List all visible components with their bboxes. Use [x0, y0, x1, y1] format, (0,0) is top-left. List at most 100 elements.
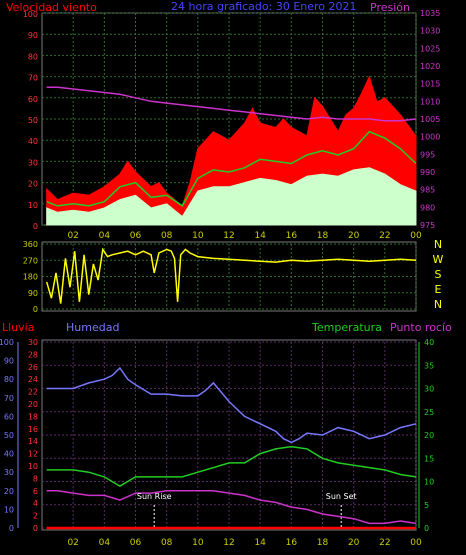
- tick-humidity-left: 20: [4, 487, 14, 496]
- tick-x-wind: 16: [286, 231, 298, 241]
- tick-rain-left: 10: [28, 462, 38, 471]
- tick-direction-left: 270: [23, 256, 38, 265]
- label-rain: Lluvia: [2, 321, 34, 334]
- tick-x-humidity: 10: [192, 538, 204, 548]
- tick-rain-left: 14: [28, 437, 38, 446]
- tick-pressure-right: 985: [420, 186, 435, 195]
- tick-wind-left: 20: [28, 180, 38, 189]
- sun-marker-label: Sun Set: [326, 492, 357, 501]
- tick-humidity-left: 10: [4, 505, 14, 514]
- tick-pressure-right: 1030: [420, 27, 440, 36]
- title-pressure: Presión: [370, 1, 410, 14]
- series-pressure: [46, 86, 417, 122]
- tick-rain-left: 0: [33, 524, 38, 533]
- tick-rain-left: 2: [33, 512, 38, 521]
- tick-rain-left: 8: [33, 474, 38, 483]
- compass-label: S: [435, 268, 442, 281]
- tick-x-wind: 14: [254, 231, 266, 241]
- tick-x-wind: 06: [130, 231, 142, 241]
- tick-x-humidity: 02: [67, 538, 78, 548]
- series-temperature: [46, 445, 417, 487]
- tick-x-humidity: 08: [161, 538, 173, 548]
- tick-wind-left: 60: [28, 95, 38, 104]
- tick-humidity-left: 90: [4, 357, 14, 366]
- tick-temp-right: 10: [424, 478, 434, 487]
- tick-wind-left: 30: [28, 158, 38, 167]
- title-wind-speed: Velocidad viento: [6, 1, 97, 14]
- tick-wind-left: 100: [23, 10, 38, 19]
- tick-pressure-right: 990: [420, 168, 435, 177]
- tick-rain-left: 16: [28, 425, 38, 434]
- tick-humidity-left: 40: [4, 450, 14, 459]
- tick-pressure-right: 1020: [420, 62, 440, 71]
- tick-direction-left: 360: [23, 240, 38, 249]
- tick-x-humidity: 00: [410, 538, 422, 548]
- tick-x-humidity: 20: [348, 538, 360, 548]
- series-wind-direction: [45, 247, 417, 304]
- tick-pressure-right: 995: [420, 150, 435, 159]
- tick-rain-left: 20: [28, 400, 38, 409]
- tick-direction-left: 0: [33, 305, 38, 314]
- tick-rain-left: 24: [28, 375, 38, 384]
- tick-humidity-left: 60: [4, 412, 14, 421]
- tick-pressure-right: 975: [420, 221, 435, 230]
- tick-rain-left: 30: [28, 338, 38, 347]
- tick-temp-right: 35: [424, 361, 434, 370]
- tick-temp-right: 20: [424, 431, 434, 440]
- tick-humidity-left: 80: [4, 375, 14, 384]
- tick-wind-left: 70: [28, 74, 38, 83]
- tick-temp-right: 5: [424, 501, 429, 510]
- tick-x-wind: 08: [161, 231, 173, 241]
- series-layer: [45, 75, 417, 530]
- tick-temp-right: 15: [424, 454, 434, 463]
- tick-x-wind: 04: [99, 231, 111, 241]
- tick-x-humidity: 12: [223, 538, 234, 548]
- tick-wind-left: 10: [28, 201, 38, 210]
- tick-x-humidity: 04: [99, 538, 111, 548]
- tick-rain-left: 6: [33, 487, 38, 496]
- tick-x-wind: 22: [379, 231, 390, 241]
- tick-pressure-right: 980: [420, 203, 435, 212]
- tick-wind-left: 80: [28, 52, 38, 61]
- tick-temp-right: 0: [424, 524, 429, 533]
- label-layer: 0102030405060708090100975980985990995100…: [0, 9, 444, 548]
- label-humidity: Humedad: [66, 321, 119, 334]
- tick-pressure-right: 1010: [420, 97, 440, 106]
- tick-pressure-right: 1005: [420, 115, 440, 124]
- tick-humidity-left: 0: [9, 524, 14, 533]
- tick-direction-left: 180: [23, 273, 38, 282]
- tick-wind-left: 50: [28, 116, 38, 125]
- tick-humidity-left: 30: [4, 468, 14, 477]
- tick-pressure-right: 1000: [420, 133, 440, 142]
- tick-humidity-left: 70: [4, 394, 14, 403]
- sun-marker-label: Sun Rise: [137, 492, 172, 501]
- tick-x-wind: 10: [192, 231, 204, 241]
- series-dewpoint: [46, 490, 417, 525]
- tick-temp-right: 25: [424, 408, 434, 417]
- tick-x-wind: 12: [223, 231, 234, 241]
- series-humidity: [46, 366, 417, 444]
- tick-x-wind: 20: [348, 231, 360, 241]
- title-date: 24 hora graficado: 30 Enero 2021: [171, 0, 357, 13]
- tick-rain-left: 4: [33, 499, 38, 508]
- compass-label: W: [433, 253, 444, 266]
- tick-wind-left: 90: [28, 31, 38, 40]
- tick-wind-left: 40: [28, 137, 38, 146]
- tick-humidity-left: 100: [0, 338, 14, 347]
- tick-x-humidity: 14: [254, 538, 266, 548]
- tick-temp-right: 40: [424, 338, 434, 347]
- tick-humidity-left: 50: [4, 431, 14, 440]
- compass-label: E: [435, 283, 442, 296]
- tick-x-humidity: 16: [286, 538, 298, 548]
- series-wind-average: [46, 167, 417, 226]
- tick-x-wind: 02: [67, 231, 78, 241]
- tick-x-wind: 18: [317, 231, 329, 241]
- tick-pressure-right: 1025: [420, 44, 440, 53]
- tick-temp-right: 30: [424, 385, 434, 394]
- compass-label: N: [434, 298, 442, 311]
- tick-pressure-right: 1015: [420, 80, 440, 89]
- tick-direction-left: 90: [28, 289, 38, 298]
- tick-wind-left: 0: [33, 222, 38, 231]
- tick-x-humidity: 06: [130, 538, 142, 548]
